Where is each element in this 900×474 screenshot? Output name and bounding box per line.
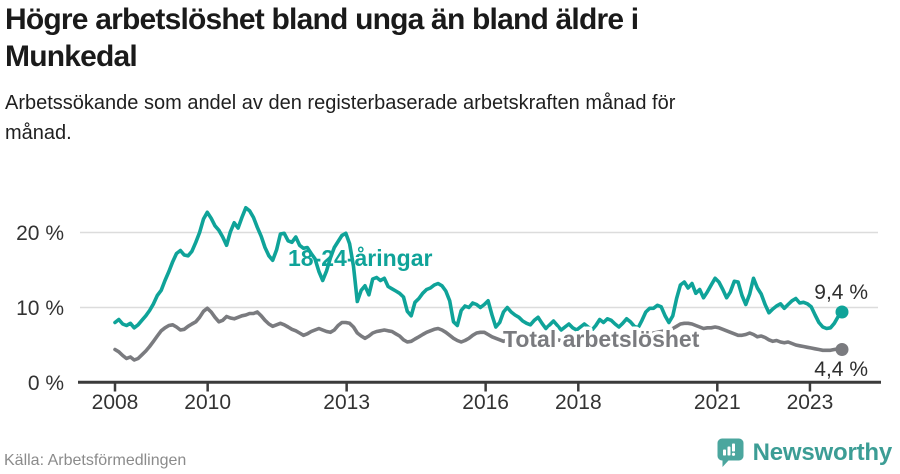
source-note: Källa: Arbetsförmedlingen <box>4 452 187 469</box>
newsworthy-bubble-icon <box>717 438 744 467</box>
x-tick-label: 2010 <box>184 391 231 414</box>
plot-area: 0 % 10 % 20 % 2008 2010 2013 2016 2018 2021 2023 1… <box>16 205 881 414</box>
end-dot-total <box>835 343 849 356</box>
end-value-label-total: 4,4 % <box>814 358 868 381</box>
y-tick-label: 0 % <box>28 372 64 395</box>
x-tick-label: 2018 <box>555 391 602 414</box>
series-line-youth <box>113 205 844 332</box>
series-line-total <box>113 306 844 362</box>
x-tick-label: 2023 <box>787 391 834 414</box>
line-chart: 0 % 10 % 20 % 2008 2010 2013 2016 2018 2021 2023 1… <box>0 185 900 425</box>
end-value-label-youth: 9,4 % <box>814 281 868 304</box>
series-label-youth: 18-24-åringar <box>288 245 433 271</box>
newsworthy-wordmark: Newsworthy <box>752 438 893 466</box>
series-label-total: Total arbetslöshet <box>503 326 700 352</box>
x-tick-label: 2016 <box>462 391 509 414</box>
y-tick-label: 10 % <box>16 297 64 320</box>
chart-subtitle: Arbetssökande som andel av den registerb… <box>5 92 676 144</box>
end-dot-youth <box>835 305 849 319</box>
x-tick-label: 2008 <box>92 391 139 414</box>
newsworthy-logo[interactable]: Newsworthy <box>716 437 892 468</box>
x-tick-label: 2013 <box>323 391 370 414</box>
chart-title: Högre arbetslöshet bland unga än bland ä… <box>5 3 639 73</box>
x-tick-label: 2021 <box>694 391 741 414</box>
y-tick-label: 20 % <box>16 222 64 245</box>
